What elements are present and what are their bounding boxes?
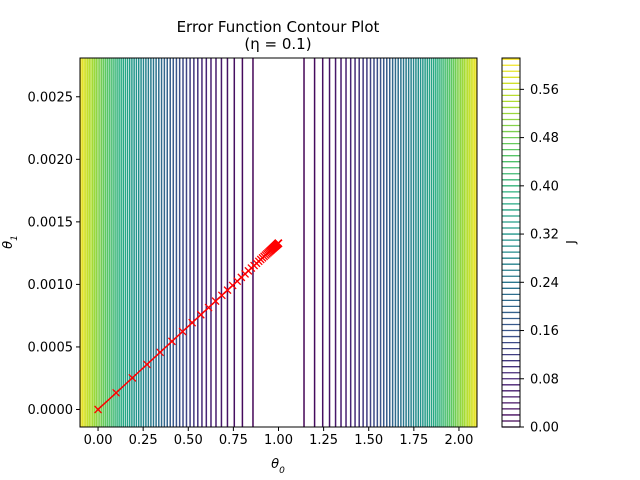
colorbar-tick-label: 0.48: [530, 131, 559, 146]
descent-path: [94, 239, 283, 414]
colorbar-tick-label: 0.16: [530, 324, 559, 339]
colorbar-frame: [501, 57, 521, 428]
path-marker: [204, 303, 213, 312]
colorbar-tick-label: 0.56: [530, 83, 559, 98]
y-tick-label: 0.0010: [28, 278, 74, 293]
path-marker: [274, 239, 283, 248]
colorbar-tick-label: 0.24: [530, 276, 559, 291]
path-marker: [94, 405, 103, 414]
path-marker: [156, 348, 165, 357]
x-tick-label: 1.00: [264, 433, 293, 448]
y-axis-label: θ1: [1, 235, 20, 249]
svg-text:J: J: [564, 240, 578, 245]
x-tick-label: 1.25: [309, 433, 338, 448]
colorbar-tick-label: 0.08: [530, 372, 559, 387]
x-tick-label: 2.00: [444, 433, 473, 448]
path-marker: [142, 360, 151, 369]
colorbar: [502, 58, 520, 428]
colorbar-tick-label: 0.32: [530, 228, 559, 243]
contour-lines: [80, 58, 477, 427]
path-marker: [188, 318, 197, 327]
x-axis-ticks: 0.00 0.25 0.50 0.75 1.00 1.25 1.50 1.75 2.00: [84, 427, 473, 448]
y-tick-label: 0.0005: [28, 340, 74, 355]
x-tick-label: 0.75: [219, 433, 248, 448]
path-marker: [178, 327, 187, 336]
colorbar-tick-label: 0.00: [530, 421, 559, 436]
y-tick-label: 0.0015: [28, 215, 74, 230]
x-tick-label: 1.50: [354, 433, 383, 448]
y-tick-label: 0.0025: [28, 90, 74, 105]
chart-subtitle: (η = 0.1): [244, 35, 311, 53]
colorbar-label: J: [564, 240, 578, 245]
path-marker: [167, 337, 176, 346]
x-tick-label: 0.00: [84, 433, 113, 448]
path-marker: [112, 388, 121, 397]
svg-text:θ1: θ1: [1, 235, 20, 249]
y-tick-label: 0.0020: [28, 153, 74, 168]
colorbar-ticks: 0.00 0.08 0.16 0.24 0.32 0.40 0.48 0.56: [520, 83, 559, 436]
y-tick-label: 0.0000: [28, 403, 74, 418]
x-axis-label: θ0: [271, 457, 285, 476]
x-tick-label: 1.75: [399, 433, 428, 448]
colorbar-tick-label: 0.40: [530, 179, 559, 194]
path-marker: [196, 310, 205, 319]
path-marker: [211, 297, 220, 306]
path-marker: [128, 373, 137, 382]
x-tick-label: 0.25: [129, 433, 158, 448]
x-tick-label: 0.50: [174, 433, 203, 448]
chart-title: Error Function Contour Plot: [177, 18, 380, 36]
y-axis-ticks: 0.0000 0.0005 0.0010 0.0015 0.0020 0.0025: [28, 90, 80, 418]
